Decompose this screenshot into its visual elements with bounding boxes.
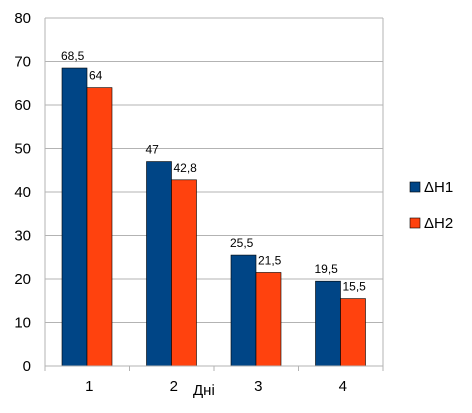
- bar: [230, 254, 257, 367]
- data-label: 15,5: [343, 280, 367, 294]
- legend-swatch: [409, 181, 421, 193]
- x-tick-label: 2: [170, 378, 178, 395]
- legend-label: ΔH2: [424, 215, 453, 232]
- data-label: 19,5: [315, 262, 339, 276]
- y-tick-label: 30: [14, 228, 31, 245]
- bar: [61, 67, 88, 367]
- data-label: 68,5: [61, 49, 85, 63]
- legend: ΔH1 ΔH2: [409, 179, 453, 232]
- y-tick-label: 10: [14, 315, 31, 332]
- axes: [44, 18, 384, 371]
- legend-label: ΔH1: [424, 179, 453, 196]
- data-label: 42,8: [174, 161, 198, 175]
- x-tick-label: 4: [339, 378, 347, 395]
- x-tick-label: 1: [85, 378, 93, 395]
- x-axis-title: Дні: [193, 382, 215, 399]
- data-label: 64: [89, 69, 103, 83]
- bar: [340, 298, 366, 367]
- bar: [315, 280, 341, 367]
- y-tick-label: 50: [14, 141, 31, 158]
- y-tick-label: 80: [14, 10, 31, 27]
- data-label: 25,5: [230, 236, 254, 250]
- x-tick-label: 3: [254, 378, 262, 395]
- labels: 0 10 20 30 40 50 60 70 80 68,5 64 1 47 42,8 2 25,5 21,5 3…: [14, 10, 366, 395]
- bar: [86, 87, 113, 367]
- y-tick-label: 70: [14, 54, 31, 71]
- y-tick-label: 40: [14, 184, 31, 201]
- bar: [255, 272, 282, 367]
- bars: [61, 67, 366, 367]
- legend-swatch: [409, 217, 421, 229]
- bar: [171, 179, 197, 367]
- data-label: 47: [146, 143, 160, 157]
- y-tick-label: 60: [14, 97, 31, 114]
- bar: [146, 161, 172, 367]
- data-label: 21,5: [258, 253, 282, 267]
- y-tick-label: 0: [23, 358, 31, 375]
- y-tick-label: 20: [14, 271, 31, 288]
